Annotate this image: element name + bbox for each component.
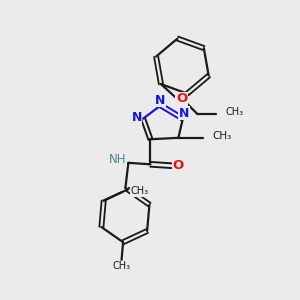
Text: CH₃: CH₃ (112, 261, 130, 271)
Text: CH₃: CH₃ (213, 131, 232, 141)
Text: O: O (173, 159, 184, 172)
Text: CH₃: CH₃ (130, 186, 148, 196)
Text: N: N (179, 107, 190, 120)
Text: CH₃: CH₃ (225, 107, 244, 117)
Text: N: N (155, 94, 165, 106)
Text: O: O (176, 92, 187, 105)
Text: NH: NH (108, 153, 126, 167)
Text: N: N (131, 111, 142, 124)
